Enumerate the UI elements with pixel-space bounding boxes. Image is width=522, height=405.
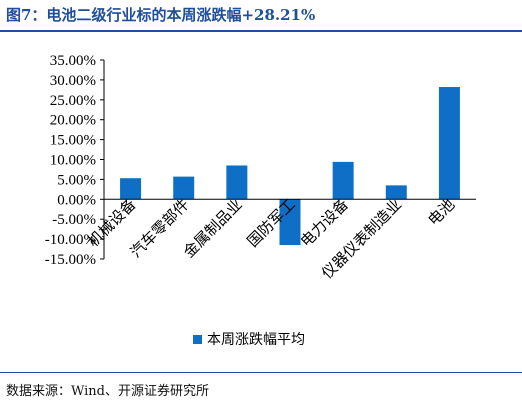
y-tick-label: 25.00% [50, 93, 96, 109]
y-tick-label: 20.00% [50, 113, 96, 129]
legend-label: 本周涨跌幅平均 [207, 332, 305, 348]
y-tick-label: 10.00% [50, 153, 96, 169]
legend-swatch [193, 335, 202, 344]
y-axis-ticks: 35.00% 30.00% 25.00% 20.00% 15.00% 10.00% 5.00… [45, 53, 104, 268]
y-tick-label: -10.00% [45, 232, 96, 248]
x-tick-label: 电力设备 [297, 195, 352, 250]
x-tick-label: 金属制品业 [180, 195, 246, 261]
y-tick-label: 5.00% [57, 172, 96, 188]
bar-2 [226, 165, 248, 200]
bar-4 [332, 161, 354, 200]
y-tick-label: 35.00% [50, 53, 96, 69]
legend: 本周涨跌幅平均 [193, 332, 305, 348]
bar-0 [120, 178, 142, 200]
bar-chart: 35.00% 30.00% 25.00% 20.00% 15.00% 10.00% 5.00… [45, 53, 476, 348]
bar-5 [385, 185, 407, 200]
bar-6 [438, 87, 460, 200]
y-tick-label: 0.00% [57, 192, 96, 208]
y-tick-label: 15.00% [50, 133, 96, 149]
y-tick-label: 30.00% [50, 73, 96, 89]
bar-3 [279, 199, 301, 246]
bars [120, 87, 460, 246]
y-tick-label: -5.00% [52, 212, 96, 228]
x-tick-label: 电池 [424, 195, 458, 229]
chart-title: 图7：电池二级行业标的本周涨跌幅+28.21% [6, 6, 316, 24]
source-note: 数据来源：Wind、开源证券研究所 [6, 384, 209, 399]
y-tick-label: -15.00% [45, 252, 96, 268]
source-divider [0, 372, 522, 373]
title-divider [0, 30, 522, 32]
bar-1 [173, 176, 195, 200]
